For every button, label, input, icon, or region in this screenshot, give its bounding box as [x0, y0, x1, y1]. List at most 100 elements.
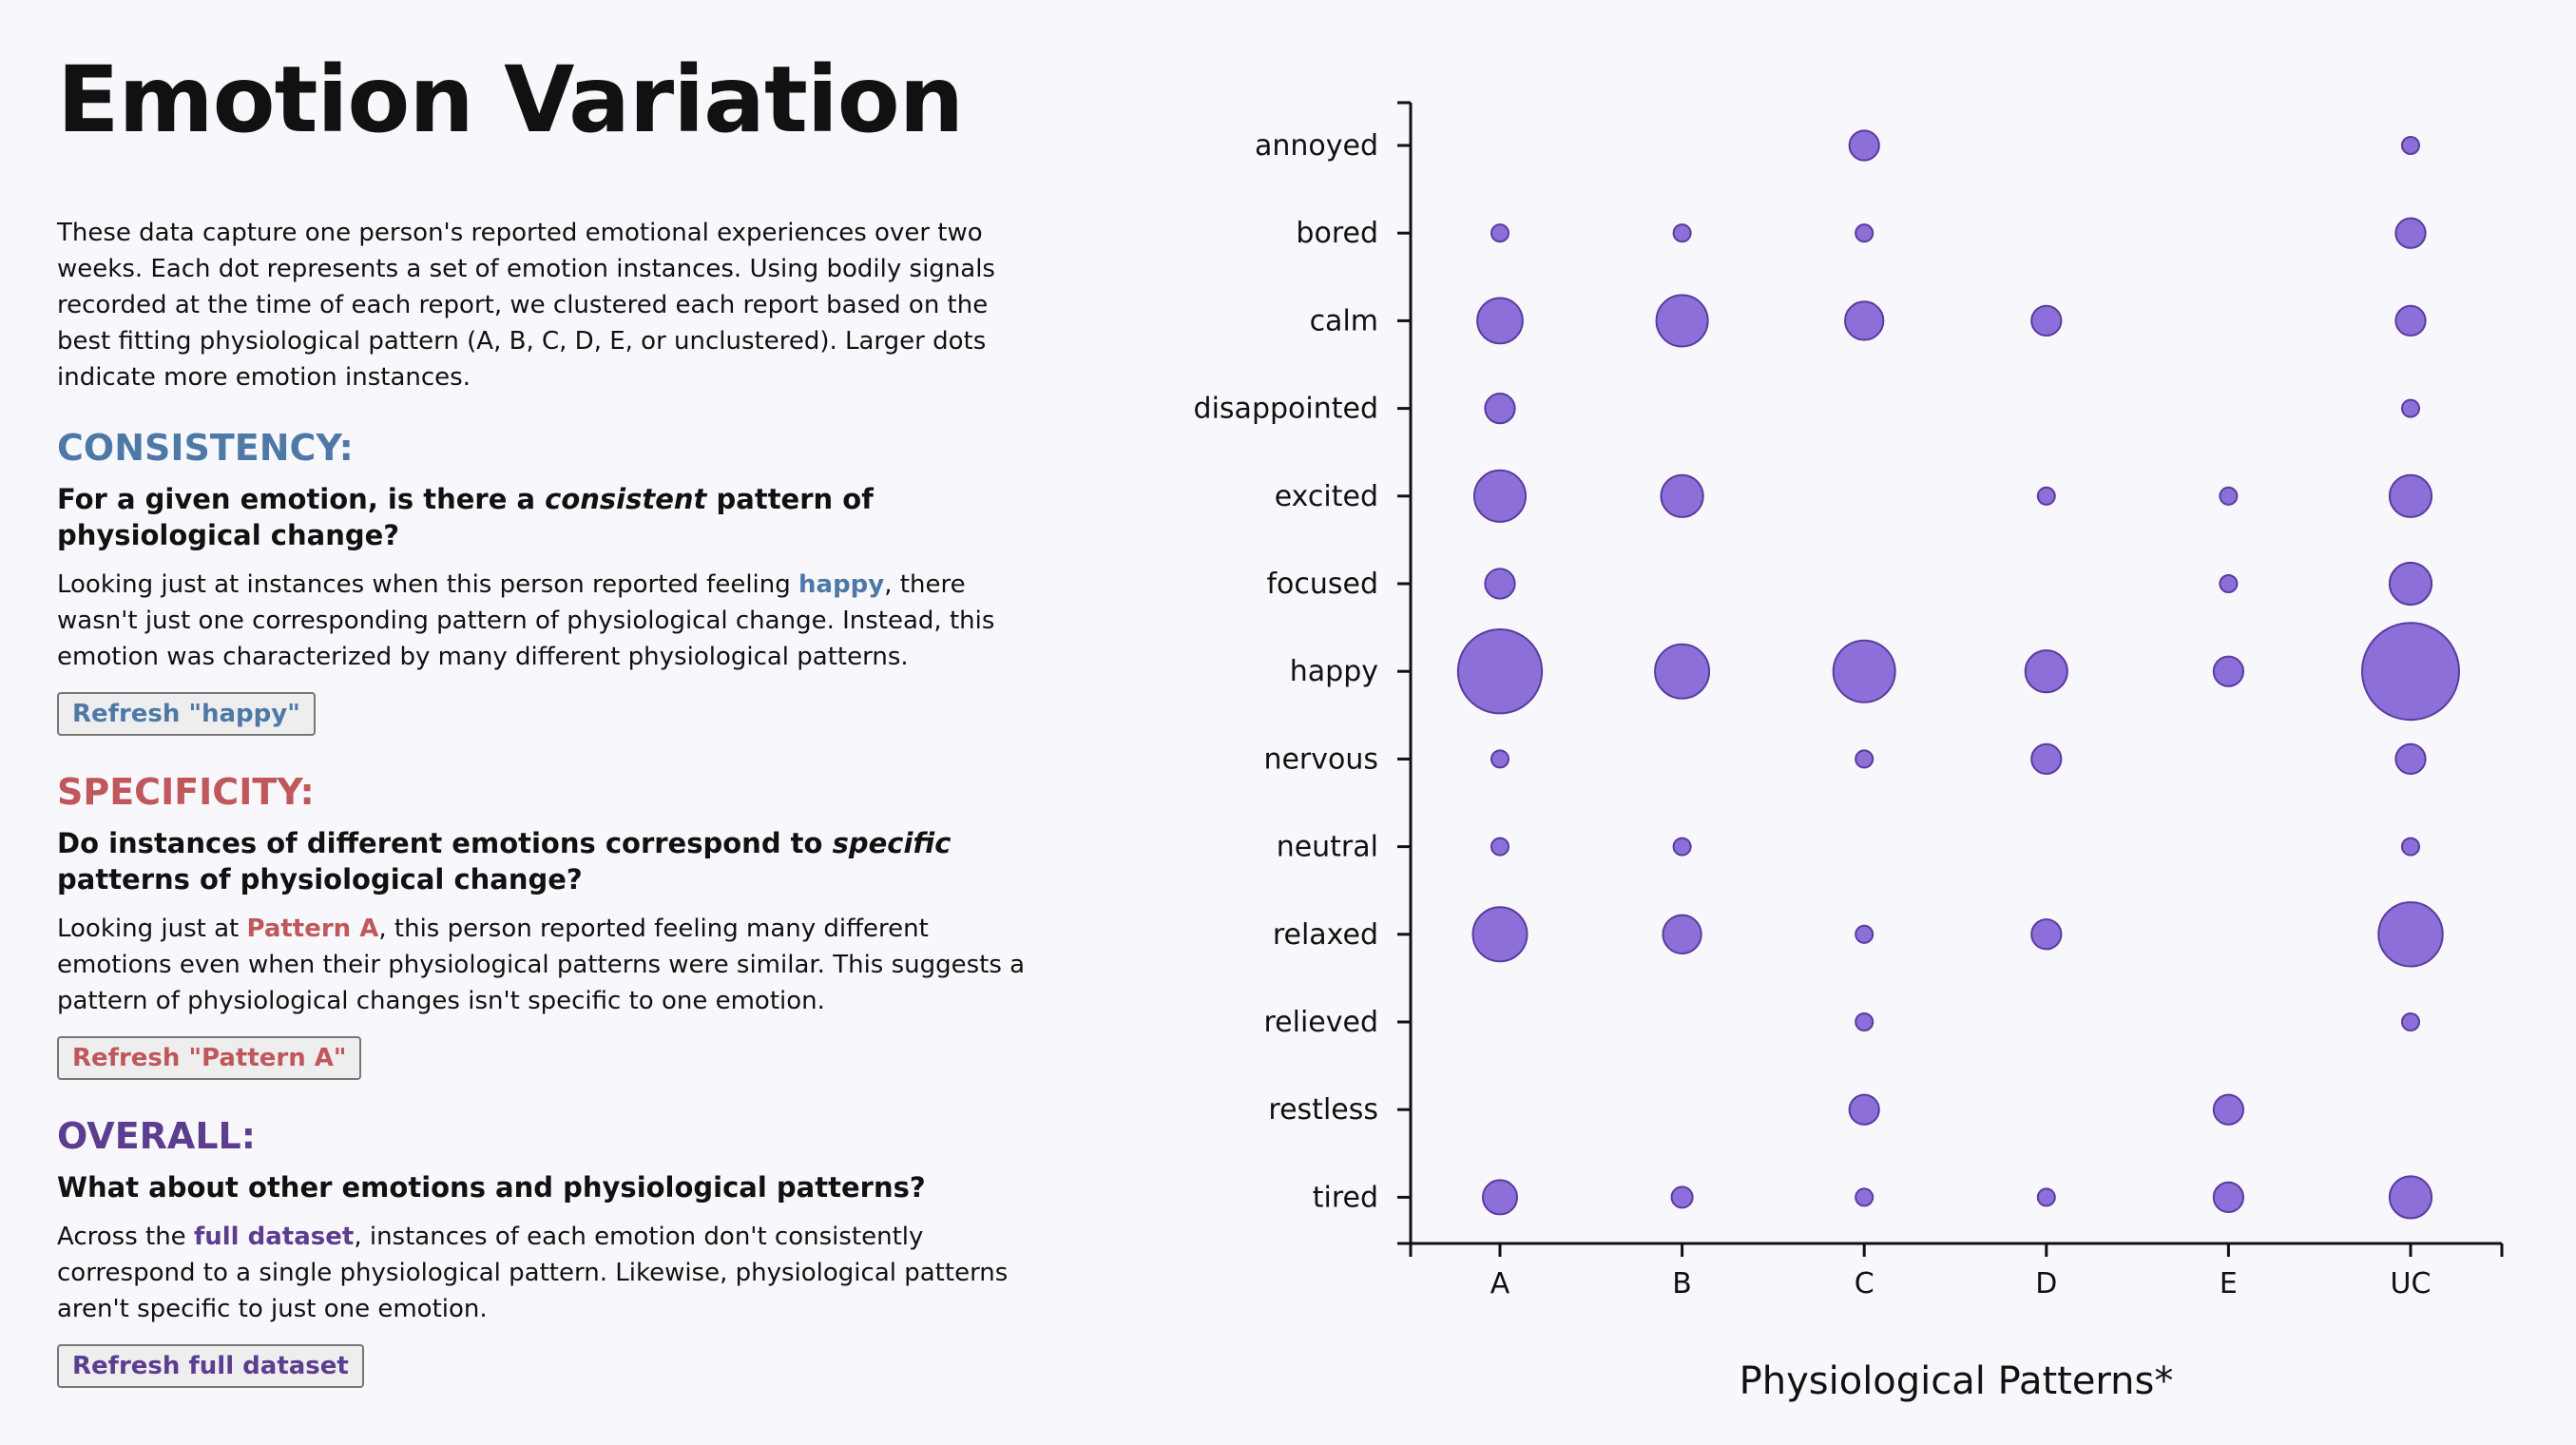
data-bubble	[1472, 469, 1528, 523]
y-tick-label: focused	[1266, 568, 1378, 601]
data-bubble	[1848, 1093, 1880, 1126]
data-bubble	[2400, 1012, 2421, 1032]
overall-section: OVERALL: What about other emotions and p…	[57, 1112, 1046, 1388]
data-bubble	[1672, 223, 1692, 243]
specificity-body: Looking just at Pattern A, this person r…	[57, 911, 1046, 1019]
data-bubble	[2036, 486, 2056, 506]
refresh-happy-button[interactable]: Refresh "happy"	[57, 692, 316, 736]
data-bubble	[2388, 1175, 2433, 1220]
question-emphasis: consistent	[545, 483, 707, 515]
data-bubble	[2030, 304, 2063, 337]
body-text: , there wasn't just one corresponding pa…	[57, 570, 995, 671]
data-bubble	[1855, 223, 1874, 243]
highlight-pattern-a: Pattern A	[246, 915, 379, 943]
data-bubble	[1855, 749, 1874, 769]
overall-body: Across the full dataset, instances of ea…	[57, 1219, 1046, 1327]
overall-heading: OVERALL:	[57, 1115, 256, 1157]
data-bubble	[2219, 486, 2239, 506]
x-tick-label: C	[1855, 1267, 1874, 1300]
body-text: Looking just at	[57, 915, 247, 943]
y-tick-label: neutral	[1277, 831, 1378, 864]
x-axis-title: Physiological Patterns*	[1740, 1359, 2174, 1403]
specificity-section: SPECIFICITY: Do instances of different e…	[57, 768, 1046, 1080]
body-text: , this person reported feeling many diff…	[57, 915, 1026, 1015]
x-tick-label: B	[1672, 1267, 1692, 1300]
x-tick-label: UC	[2391, 1267, 2432, 1300]
data-bubble	[2212, 1181, 2245, 1214]
data-bubble	[2377, 901, 2444, 968]
data-bubble	[1481, 1179, 1519, 1216]
x-tick-label: A	[1490, 1267, 1510, 1300]
overall-question: What about other emotions and physiologi…	[57, 1171, 926, 1204]
data-bubble	[1655, 294, 1709, 348]
specificity-question: Do instances of different emotions corre…	[57, 825, 1046, 897]
data-bubble	[1855, 1012, 1874, 1032]
bubble-chart: annoyed bored calm disappointed excited focus…	[1194, 101, 2504, 1403]
body-text: Looking just at instances when this pers…	[57, 570, 799, 599]
x-tick-label: D	[2035, 1267, 2057, 1300]
data-bubble	[2400, 398, 2421, 418]
data-bubble	[1484, 392, 1516, 425]
highlight-full-dataset: full dataset	[193, 1223, 355, 1251]
question-text: Do instances of different emotions corre…	[57, 827, 833, 859]
y-tick-label: nervous	[1263, 742, 1378, 776]
question-text: pattern of physiological change?	[57, 483, 874, 551]
y-tick-label: bored	[1296, 217, 1378, 250]
data-bubble	[2036, 1187, 2056, 1207]
data-bubble	[1654, 643, 1711, 700]
data-bubble	[2400, 135, 2421, 156]
consistency-section: CONSISTENCY: For a given emotion, is the…	[57, 424, 1046, 736]
data-bubble	[1855, 1187, 1874, 1207]
question-text: For a given emotion, is there a	[57, 483, 546, 515]
x-tick-label: E	[2220, 1267, 2238, 1300]
question-text: patterns of physiological change?	[57, 863, 583, 896]
data-bubble	[2030, 742, 2063, 776]
specificity-heading: SPECIFICITY:	[57, 771, 315, 813]
page-title: Emotion Variation	[57, 47, 964, 153]
data-bubble	[1672, 837, 1692, 857]
data-bubble	[2219, 573, 2239, 594]
data-bubble	[2394, 217, 2427, 249]
data-bubble	[1490, 749, 1510, 769]
consistency-body: Looking just at instances when this pers…	[57, 567, 1046, 675]
y-tick-label: disappointed	[1194, 393, 1378, 426]
data-bubble	[1490, 223, 1510, 243]
body-text: Across the	[57, 1223, 194, 1251]
y-tick-label: happy	[1290, 655, 1378, 688]
question-emphasis: specific	[832, 827, 952, 859]
data-bubble	[1832, 639, 1896, 703]
data-bubble	[1660, 473, 1704, 518]
data-bubble	[2361, 622, 2460, 722]
refresh-full-dataset-button[interactable]: Refresh full dataset	[57, 1344, 364, 1388]
data-bubble	[1844, 300, 1885, 341]
highlight-happy: happy	[798, 570, 885, 599]
y-tick-label: restless	[1268, 1093, 1378, 1127]
data-bubble	[2388, 561, 2433, 607]
intro-text: These data capture one person's reported…	[57, 219, 995, 392]
y-tick-label: tired	[1313, 1181, 1378, 1214]
data-bubble	[1471, 906, 1528, 963]
data-bubble	[1490, 837, 1510, 857]
refresh-pattern-a-button[interactable]: Refresh "Pattern A"	[57, 1036, 362, 1080]
y-tick-label: calm	[1310, 304, 1378, 337]
data-bubble	[1484, 568, 1516, 600]
data-bubble	[1855, 924, 1874, 944]
data-bubble	[1848, 129, 1880, 162]
consistency-question: For a given emotion, is there a consiste…	[57, 481, 1046, 553]
data-bubble	[2394, 742, 2427, 776]
data-bubble	[1662, 914, 1702, 954]
data-bubble	[2212, 1093, 2245, 1126]
y-tick-label: excited	[1275, 480, 1378, 513]
y-tick-label: relaxed	[1273, 918, 1378, 952]
data-bubble	[2400, 837, 2421, 857]
body-text: , instances of each emotion don't consis…	[57, 1223, 1009, 1323]
data-bubble	[1476, 297, 1524, 345]
consistency-heading: CONSISTENCY:	[57, 427, 354, 469]
data-bubble	[1670, 1185, 1694, 1209]
data-bubble	[2388, 473, 2433, 518]
y-tick-label: relieved	[1263, 1006, 1378, 1039]
data-bubble	[2212, 655, 2245, 687]
data-bubble	[2030, 918, 2063, 951]
data-bubble	[2394, 304, 2427, 337]
y-tick-label: annoyed	[1255, 129, 1378, 163]
